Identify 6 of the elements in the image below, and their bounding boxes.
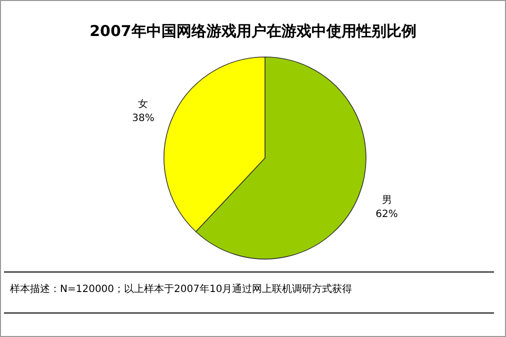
slice-label: 男	[382, 195, 392, 206]
chart-title: 2007年中国网络游戏用户在游戏中使用性别比例	[90, 22, 416, 40]
slice-label: 女	[138, 98, 148, 110]
text: 样本描述：N=120000；以上样本于2007年10月通过网上联机调研方式获得	[10, 283, 352, 295]
data-label: 38%	[132, 112, 154, 124]
data-label: 62%	[376, 209, 398, 220]
